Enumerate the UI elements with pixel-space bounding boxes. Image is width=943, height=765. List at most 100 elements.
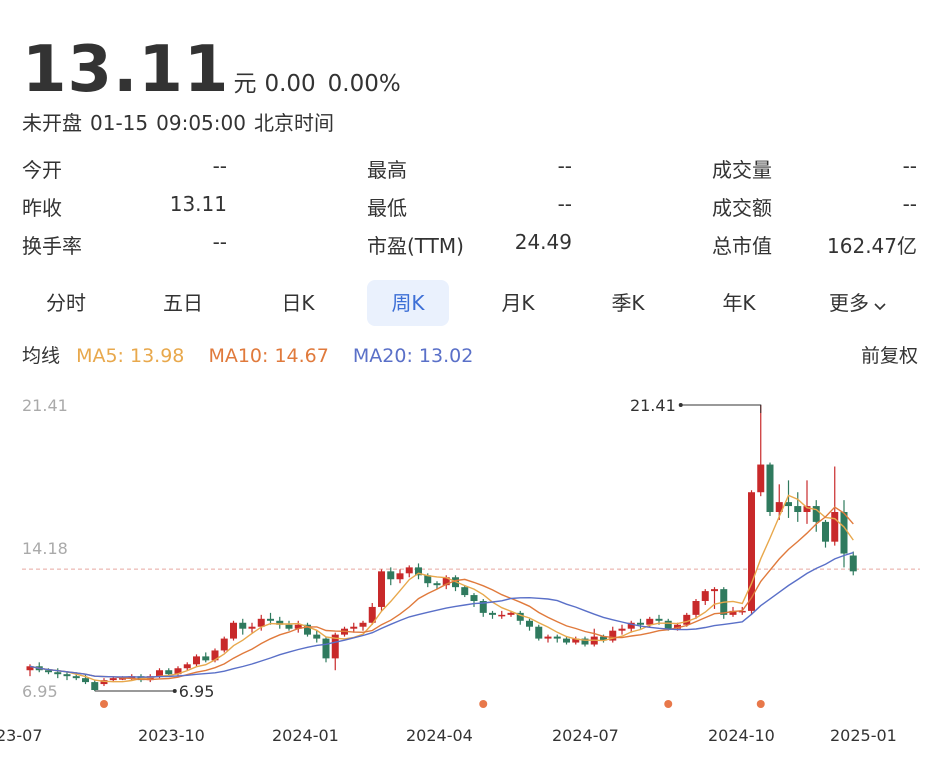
x-axis-label: 2024-04 (406, 726, 473, 745)
candle-body (646, 618, 654, 625)
ma5-line (29, 494, 854, 683)
ma20-line (29, 551, 854, 678)
market-status-label: 未开盘 (22, 111, 82, 135)
candle-body (248, 626, 256, 629)
candle-body (563, 638, 570, 643)
candle-body (618, 628, 626, 631)
candle-body (711, 589, 718, 592)
candle-body (415, 567, 422, 576)
stat-label: 最高 (367, 158, 407, 182)
candle-body (849, 555, 857, 572)
ma10-value: MA10: 14.67 (208, 345, 329, 367)
stat-value: -- (902, 192, 917, 216)
price-unit: 元 (233, 71, 257, 97)
price-row: 13.11 元 0.00 0.00% (22, 28, 401, 112)
y-axis-label: 14.18 (22, 539, 68, 558)
candle-body (100, 680, 108, 685)
stat-label: 昨收 (22, 196, 62, 220)
candle-body (396, 573, 404, 580)
candle-body (831, 512, 839, 542)
candle-body (285, 624, 293, 629)
candle-body (387, 571, 395, 580)
candle-body (183, 664, 191, 669)
candle-body (627, 622, 635, 629)
candle-body (331, 634, 339, 659)
stat-value: -- (557, 154, 572, 178)
candle-body (202, 656, 210, 661)
stat-label: 成交量 (712, 158, 772, 182)
adjustment-toggle[interactable]: 前复权 (860, 345, 918, 367)
candle-body (156, 670, 163, 677)
candle-body (738, 610, 746, 613)
stat-label: 今开 (22, 158, 62, 182)
tab-yearly-k[interactable]: 年K (722, 291, 756, 315)
x-axis-label: 2025-01 (830, 726, 897, 745)
candle-body (220, 638, 228, 651)
candle-body (276, 620, 284, 625)
candle-body (803, 506, 811, 513)
candle-body (581, 638, 589, 645)
tab-more[interactable]: 更多 (808, 280, 908, 326)
candle-body (479, 601, 487, 613)
candle-body (267, 618, 274, 621)
stat-value: 24.49 (514, 230, 572, 254)
candle-body (378, 571, 385, 607)
candle-body (794, 506, 802, 513)
status-date: 01-15 (90, 111, 149, 135)
candle-body (544, 636, 552, 639)
kline-chart[interactable]: 21.41 14.18 6.95 21.41 6.95 23-07 2023-10 202… (0, 380, 943, 765)
candle-body (516, 612, 524, 621)
candle-body (461, 587, 469, 596)
candle-body (553, 636, 561, 639)
candle-body (785, 502, 792, 507)
tab-weekly-k[interactable]: 周K (367, 280, 449, 326)
tab-five-day[interactable]: 五日 (163, 291, 203, 315)
stat-value: -- (902, 154, 917, 178)
period-tabs: 分时 五日 日K 周K 月K 季K 年K 更多 (0, 280, 943, 328)
candle-body (840, 512, 848, 554)
candle-body (26, 666, 34, 671)
high-marker-dot (678, 403, 683, 407)
candle-body (72, 676, 80, 679)
tab-daily-k[interactable]: 日K (281, 291, 315, 315)
candle-body (701, 591, 709, 602)
tab-intraday[interactable]: 分时 (46, 291, 86, 315)
candle-body (91, 682, 99, 691)
candle-body (322, 638, 330, 659)
candle-body (350, 626, 358, 629)
candle-body (405, 567, 413, 574)
candle-body (507, 612, 515, 615)
candle-body (109, 678, 117, 681)
stat-label: 成交额 (712, 196, 772, 220)
candle-body (674, 624, 681, 629)
candle-body (637, 622, 644, 625)
stat-value: 13.11 (169, 192, 227, 216)
candle-body (63, 674, 71, 677)
event-dot-marker (756, 700, 765, 708)
tab-monthly-k[interactable]: 月K (501, 291, 535, 315)
event-dot-marker (100, 700, 108, 708)
event-dot-marker (664, 700, 673, 708)
candle-body (82, 678, 89, 683)
candle-body (470, 595, 478, 602)
tab-quarterly-k[interactable]: 季K (611, 291, 645, 315)
chevron-down-icon (873, 282, 887, 328)
stat-label: 市盈(TTM) (367, 234, 464, 258)
stat-value: -- (557, 192, 572, 216)
candle-body (535, 626, 543, 639)
stat-label: 总市值 (712, 234, 772, 258)
candle-body (54, 672, 62, 675)
x-axis-label: 2023-10 (138, 726, 205, 745)
candle-body (193, 656, 200, 665)
candle-body (812, 506, 820, 522)
candle-body (757, 464, 765, 493)
candle-body (257, 618, 265, 627)
candle-body (766, 464, 774, 513)
stat-label: 换手率 (22, 234, 82, 258)
candle-body (775, 502, 783, 513)
low-value-label: 6.95 (179, 682, 215, 701)
candle-body (498, 614, 506, 617)
moving-average-legend: 均线 MA5: 13.98 MA10: 14.67 MA20: 13.02 (22, 341, 922, 368)
candle-body (572, 638, 580, 643)
